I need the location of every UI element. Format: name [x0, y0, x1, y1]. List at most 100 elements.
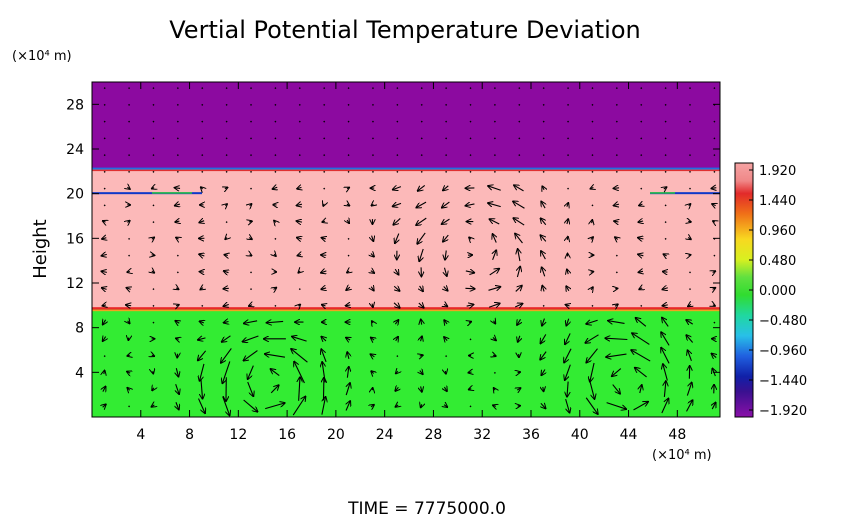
vector-155 — [713, 321, 716, 324]
vector-332 — [591, 204, 594, 207]
vector-369 — [225, 170, 228, 173]
vector-265 — [225, 238, 227, 240]
vector-376 — [396, 170, 399, 173]
vector-438 — [640, 137, 643, 140]
vector-121 — [518, 335, 520, 342]
vector-449 — [274, 120, 277, 123]
vector-325 — [416, 201, 427, 207]
vector-206 — [689, 288, 692, 291]
vector-34 — [299, 377, 300, 401]
vector-480 — [396, 103, 399, 106]
vector-399 — [323, 154, 326, 157]
vector-109 — [222, 335, 231, 342]
vector-409 — [567, 154, 570, 157]
y-tick-label-12: 12 — [66, 276, 84, 292]
vector-510 — [493, 87, 496, 90]
vector-463 — [615, 120, 618, 123]
vector-324 — [393, 203, 402, 206]
front-lines — [92, 167, 720, 312]
vector-126 — [632, 333, 650, 345]
vector-4 — [198, 398, 205, 414]
vector-395 — [225, 154, 228, 157]
vector-380 — [493, 170, 496, 173]
vector-110 — [243, 335, 259, 342]
vector-26 — [103, 387, 106, 392]
vector-454 — [396, 120, 399, 123]
vector-345 — [273, 187, 278, 189]
band-0 — [92, 308, 720, 417]
vector-244 — [347, 254, 350, 257]
vector-386 — [640, 170, 643, 173]
vector-516 — [640, 87, 643, 90]
vector-227 — [567, 270, 568, 275]
vector-157 — [126, 305, 131, 306]
vector-401 — [371, 154, 374, 157]
vector-177 — [615, 304, 618, 306]
temperature-bands — [92, 82, 720, 417]
vector-483 — [469, 103, 472, 106]
vector-257 — [664, 254, 667, 256]
vector-2 — [152, 405, 155, 407]
x-tick-label-24: 24 — [376, 427, 394, 443]
vector-423 — [274, 137, 277, 140]
time-label: TIME = 7775000.0 — [347, 499, 506, 519]
vector-467 — [713, 120, 716, 123]
upper-front-red — [92, 169, 720, 172]
vector-229 — [615, 271, 618, 274]
vector-282 — [638, 238, 643, 239]
vector-494 — [103, 87, 106, 90]
vector-461 — [567, 120, 570, 123]
vector-373 — [323, 170, 326, 173]
vector-20 — [585, 397, 597, 414]
vector-146 — [494, 321, 496, 324]
vector-420 — [201, 137, 204, 140]
vector-94 — [493, 355, 496, 356]
vector-108 — [198, 338, 206, 340]
y-axis-label: Height — [30, 219, 51, 279]
vector-104 — [103, 337, 106, 341]
vector-57 — [222, 361, 231, 383]
vector-181 — [713, 305, 715, 306]
vector-359 — [614, 188, 620, 189]
vector-314 — [152, 204, 155, 207]
vector-404 — [445, 154, 448, 157]
vector-168 — [393, 303, 400, 308]
vector-144 — [444, 320, 447, 324]
vector-327 — [466, 204, 475, 206]
vector-224 — [489, 269, 499, 276]
vector-403 — [420, 154, 423, 157]
vector-498 — [201, 87, 204, 90]
vector-413 — [664, 154, 667, 157]
vector-462 — [591, 120, 594, 123]
vector-164 — [299, 305, 301, 307]
vector-435 — [567, 137, 570, 140]
vector-85 — [265, 354, 286, 358]
vector-360 — [640, 187, 643, 190]
colorbar-label-5: −0.480 — [759, 314, 807, 329]
vector-135 — [224, 321, 229, 322]
vector-147 — [517, 319, 520, 325]
vector-67 — [468, 372, 471, 373]
band-2 — [92, 82, 720, 170]
vector-11 — [371, 405, 374, 407]
vector-3 — [176, 402, 179, 409]
vector-317 — [225, 204, 227, 205]
vector-241 — [274, 254, 276, 256]
vector-290 — [199, 221, 204, 223]
vector-228 — [591, 272, 594, 273]
vector-175 — [566, 305, 570, 306]
vector-473 — [225, 103, 228, 106]
vector-269 — [322, 238, 326, 239]
vector-276 — [493, 234, 497, 243]
vector-452 — [347, 120, 350, 123]
vector-36 — [346, 383, 350, 396]
vector-170 — [444, 304, 447, 306]
vector-492 — [689, 103, 692, 106]
vector-145 — [469, 322, 471, 323]
y-axis: 4 8 12 16 20 24 28 — [66, 97, 720, 381]
vector-487 — [567, 103, 570, 106]
vector-499 — [225, 87, 228, 90]
vector-18 — [541, 403, 546, 408]
vector-286 — [103, 221, 106, 222]
